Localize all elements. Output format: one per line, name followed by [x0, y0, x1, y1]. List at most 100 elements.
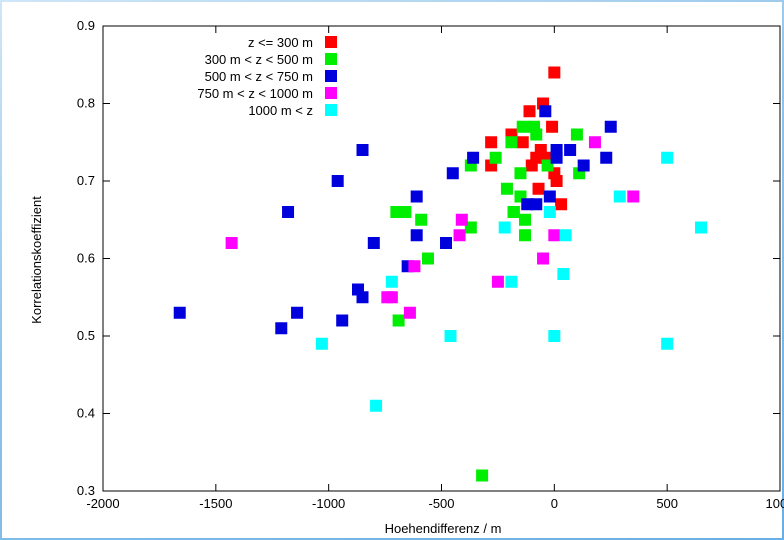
- legend-label: 500 m < z < 750 m: [205, 69, 313, 84]
- legend-swatch: [325, 53, 337, 65]
- data-point: [518, 213, 531, 226]
- data-point: [408, 260, 421, 273]
- data-point: [385, 275, 398, 288]
- series-3: [173, 105, 617, 335]
- data-point: [537, 252, 550, 265]
- data-point: [356, 144, 369, 156]
- data-point: [548, 66, 561, 79]
- data-point: [548, 330, 561, 342]
- legend-swatch: [325, 87, 337, 99]
- y-tick-label: 0.3: [77, 483, 95, 498]
- legend: z <= 300 m 300 m < z < 500 m 500 m < z < 7…: [197, 35, 337, 118]
- data-point: [588, 136, 601, 149]
- y-tick-label: 0.7: [77, 173, 95, 188]
- data-point: [627, 190, 640, 203]
- data-point: [410, 190, 423, 203]
- data-point: [464, 221, 477, 234]
- data-point: [282, 206, 295, 218]
- data-point: [564, 144, 577, 156]
- data-point: [525, 159, 538, 172]
- data-points: [173, 66, 708, 482]
- data-point: [331, 175, 344, 187]
- data-point: [555, 198, 568, 211]
- x-tick-label: -1500: [199, 496, 232, 511]
- y-tick-label: 0.9: [77, 18, 95, 33]
- data-point: [661, 151, 674, 164]
- legend-swatch: [325, 70, 337, 82]
- data-point: [392, 314, 405, 327]
- data-point: [600, 151, 613, 164]
- data-point: [518, 229, 531, 242]
- data-point: [530, 128, 543, 141]
- data-point: [570, 128, 583, 141]
- x-tick-label: -2000: [86, 496, 119, 511]
- x-axis-title: Hoehendifferenz / m: [385, 521, 502, 536]
- data-point: [500, 182, 513, 195]
- legend-label: z <= 300 m: [248, 35, 313, 50]
- series-5: [315, 151, 708, 412]
- data-point: [315, 337, 328, 350]
- data-point: [507, 206, 520, 218]
- x-tick-label: 500: [656, 496, 678, 511]
- y-tick-label: 0.6: [77, 251, 95, 266]
- y-tick-label: 0.5: [77, 328, 95, 343]
- data-point: [539, 105, 552, 118]
- data-point: [446, 167, 459, 180]
- y-axis-title: Korrelationskoeffizient: [29, 196, 44, 324]
- data-point: [275, 322, 288, 335]
- data-point: [356, 291, 369, 304]
- data-point: [421, 252, 434, 265]
- x-tick-label: 0: [551, 496, 558, 511]
- data-point: [467, 151, 480, 164]
- data-point: [557, 268, 570, 280]
- data-point: [530, 198, 543, 211]
- x-tick-label: -1000: [312, 496, 345, 511]
- data-point: [516, 120, 529, 133]
- y-tick-label: 0.4: [77, 406, 95, 421]
- data-point: [516, 136, 529, 149]
- x-axis: -2000 -1500 -1000 -500 0 500 1000: [86, 26, 784, 511]
- data-point: [498, 221, 511, 234]
- data-point: [444, 330, 457, 342]
- data-point: [385, 291, 398, 304]
- data-point: [532, 182, 545, 195]
- data-point: [291, 306, 304, 319]
- series-2: [390, 120, 586, 482]
- x-tick-label: 1000: [766, 496, 784, 511]
- data-point: [550, 151, 563, 164]
- data-point: [485, 136, 498, 149]
- data-point: [577, 159, 590, 172]
- data-point: [403, 306, 416, 319]
- data-point: [370, 399, 383, 412]
- legend-swatch: [325, 36, 337, 48]
- data-point: [390, 206, 403, 218]
- data-point: [548, 229, 561, 242]
- data-point: [505, 136, 518, 149]
- series-4: [225, 136, 640, 319]
- data-point: [225, 237, 238, 249]
- legend-label: 300 m < z < 500 m: [205, 52, 313, 67]
- data-point: [399, 206, 412, 218]
- data-point: [550, 175, 563, 187]
- data-point: [559, 229, 572, 242]
- data-point: [410, 229, 423, 242]
- data-point: [415, 213, 428, 226]
- x-tick-label: -500: [428, 496, 454, 511]
- data-point: [336, 314, 349, 327]
- data-point: [476, 469, 489, 482]
- y-tick-label: 0.8: [77, 96, 95, 111]
- data-point: [695, 221, 708, 234]
- legend-label: 1000 m < z: [248, 103, 313, 118]
- data-point: [453, 229, 466, 242]
- data-point: [661, 337, 674, 350]
- y-axis: 0.3 0.4 0.5 0.6 0.7 0.8 0.9: [77, 18, 780, 498]
- legend-swatch: [325, 104, 337, 116]
- data-point: [546, 120, 559, 133]
- data-point: [604, 120, 617, 133]
- data-point: [491, 275, 504, 288]
- data-point: [489, 151, 502, 164]
- data-point: [505, 275, 518, 288]
- data-point: [541, 159, 554, 172]
